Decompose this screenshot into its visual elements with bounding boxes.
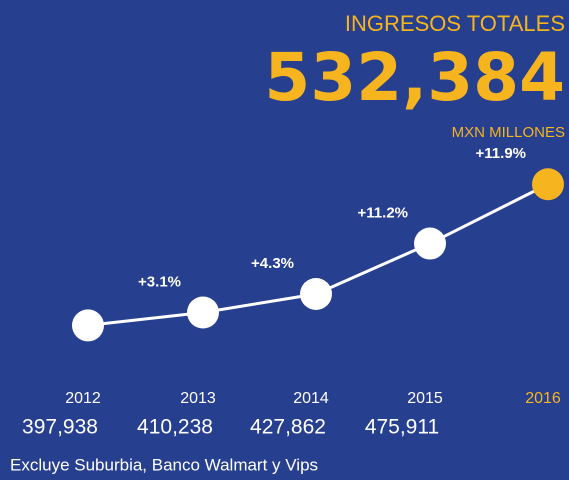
point: [532, 168, 564, 201]
value-label: 410,238: [137, 416, 213, 439]
point: [300, 277, 332, 310]
x-tick-label: 2014: [293, 390, 329, 407]
x-tick-label: 2015: [407, 390, 443, 407]
point: [72, 309, 104, 342]
chart-title: INGRESOS TOTALES: [345, 11, 565, 36]
growth-label: +11.9%: [476, 145, 526, 162]
value-label: 397,938: [22, 416, 98, 439]
note: Excluye Suburbia, Banco Walmart y Vips: [10, 455, 318, 474]
value-label: 475,911: [365, 416, 439, 439]
x-tick-label: 2016: [525, 390, 561, 407]
chart-subtitle: MXN MILLONES: [452, 124, 565, 141]
growth-label: +3.1%: [138, 273, 181, 290]
point: [187, 296, 219, 329]
growth-label: +4.3%: [251, 255, 294, 272]
total-value: 532,384: [264, 39, 565, 116]
x-tick-label: 2013: [180, 390, 216, 407]
x-tick-label: 2012: [65, 390, 101, 407]
point: [414, 227, 446, 260]
value-label: 427,862: [250, 416, 326, 439]
growth-label: +11.2%: [358, 205, 408, 222]
